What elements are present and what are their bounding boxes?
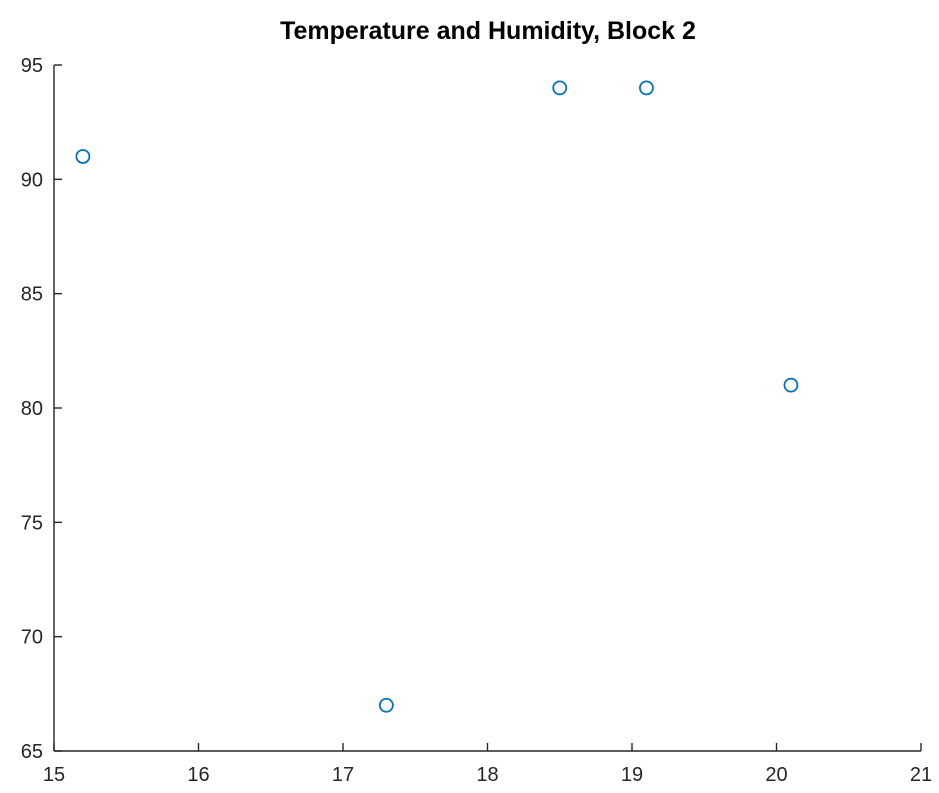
x-tick-label: 20 xyxy=(765,764,787,786)
y-tick-label: 75 xyxy=(21,512,43,534)
x-tick-label: 19 xyxy=(621,764,643,786)
data-point xyxy=(783,377,799,393)
axes: 15 16 17 18 19 20 21 65 70 75 80 85 90 95 xyxy=(21,55,932,786)
y-tick-label: 65 xyxy=(21,741,43,763)
y-tick-label: 70 xyxy=(21,627,43,649)
y-tick-label: 80 xyxy=(21,398,43,420)
data-points xyxy=(75,80,799,713)
y-tick-label: 85 xyxy=(21,284,43,306)
y-tick-label: 90 xyxy=(21,169,43,191)
data-point xyxy=(552,80,568,96)
x-tick-label: 18 xyxy=(476,764,498,786)
x-tick-label: 21 xyxy=(910,764,932,786)
x-tick-label: 15 xyxy=(43,764,65,786)
x-tick-label: 16 xyxy=(187,764,209,786)
data-point xyxy=(378,697,394,713)
data-point xyxy=(75,149,91,164)
chart-title: Temperature and Humidity, Block 2 xyxy=(280,17,696,45)
data-point xyxy=(639,80,654,96)
y-tick-label: 95 xyxy=(21,55,43,77)
x-tick-label: 17 xyxy=(332,764,354,786)
